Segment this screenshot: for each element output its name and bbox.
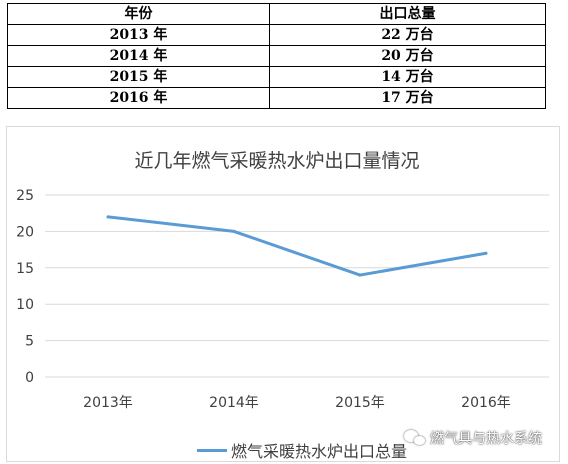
data-table: 年份 出口总量 2013 年 22 万台 2014 年 20 万台 2015 年… bbox=[7, 3, 546, 109]
x-tick-label: 2013年 bbox=[83, 395, 133, 411]
data-point bbox=[106, 215, 110, 219]
y-tick-label: 5 bbox=[25, 334, 34, 350]
y-tick-label: 0 bbox=[25, 370, 34, 386]
watermark-text: 燃气具与热水系统 bbox=[430, 431, 542, 447]
x-tick-label: 2014年 bbox=[209, 395, 259, 411]
table-row: 2016 年 17 万台 bbox=[7, 87, 546, 109]
y-tick-label: 20 bbox=[16, 224, 34, 240]
watermark: 燃气具与热水系统 bbox=[404, 428, 542, 448]
legend-swatch bbox=[197, 449, 227, 452]
chart-frame bbox=[6, 126, 560, 462]
legend-label: 燃气采暖热水炉出口总量 bbox=[231, 442, 408, 461]
data-point bbox=[358, 273, 362, 277]
x-tick-label: 2015年 bbox=[335, 395, 385, 411]
data-point bbox=[484, 251, 488, 255]
table-cell-year: 2014 年 bbox=[7, 45, 270, 67]
y-tick-label: 15 bbox=[16, 261, 34, 277]
wechat-icon bbox=[404, 430, 426, 446]
data-point bbox=[232, 229, 236, 233]
y-tick-label: 25 bbox=[16, 188, 34, 204]
series-line bbox=[106, 215, 488, 277]
y-tick-label: 10 bbox=[16, 297, 34, 313]
table-row: 2014 年 20 万台 bbox=[7, 45, 546, 67]
x-tick-label: 2016年 bbox=[461, 395, 511, 411]
table-cell-total: 17 万台 bbox=[269, 87, 546, 109]
chart-title: 近几年燃气采暖热水炉出口量情况 bbox=[134, 150, 420, 172]
